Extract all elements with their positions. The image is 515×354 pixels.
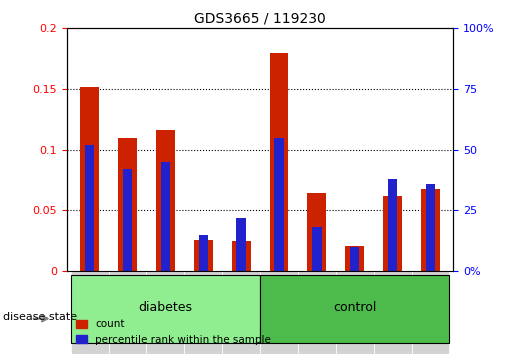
Text: disease state: disease state xyxy=(3,312,77,322)
FancyBboxPatch shape xyxy=(411,271,450,354)
Bar xyxy=(426,184,435,271)
Bar xyxy=(388,179,398,271)
Bar xyxy=(350,247,359,271)
FancyBboxPatch shape xyxy=(260,271,298,354)
Bar xyxy=(345,246,364,271)
Text: GSM412613: GSM412613 xyxy=(123,276,132,331)
FancyBboxPatch shape xyxy=(184,271,222,354)
Bar xyxy=(123,169,132,271)
FancyBboxPatch shape xyxy=(336,271,374,354)
Bar xyxy=(199,235,208,271)
Bar xyxy=(161,162,170,271)
Text: GSM412611: GSM412611 xyxy=(426,276,435,331)
FancyBboxPatch shape xyxy=(374,271,411,354)
Title: GDS3665 / 119230: GDS3665 / 119230 xyxy=(194,12,326,26)
Text: GSM412607: GSM412607 xyxy=(274,276,284,331)
Bar xyxy=(156,130,175,271)
Bar xyxy=(383,196,402,271)
Text: diabetes: diabetes xyxy=(139,301,193,314)
Text: GSM412609: GSM412609 xyxy=(350,276,359,331)
FancyBboxPatch shape xyxy=(109,271,146,354)
Text: control: control xyxy=(333,301,376,314)
Text: GSM412610: GSM412610 xyxy=(388,276,397,331)
Bar xyxy=(85,145,94,271)
Bar xyxy=(194,240,213,271)
Bar xyxy=(118,138,137,271)
FancyBboxPatch shape xyxy=(222,271,260,354)
Text: GSM412616: GSM412616 xyxy=(236,276,246,331)
Text: GSM412612: GSM412612 xyxy=(85,276,94,331)
Text: GSM412614: GSM412614 xyxy=(161,276,170,331)
Bar xyxy=(274,138,284,271)
Bar xyxy=(80,87,99,271)
Bar xyxy=(307,193,327,271)
FancyBboxPatch shape xyxy=(298,271,336,354)
FancyBboxPatch shape xyxy=(260,275,450,343)
Bar xyxy=(421,189,440,271)
Legend: count, percentile rank within the sample: count, percentile rank within the sample xyxy=(72,315,275,349)
Bar xyxy=(269,53,288,271)
Bar xyxy=(236,218,246,271)
Text: GSM412615: GSM412615 xyxy=(199,276,208,331)
Bar xyxy=(312,227,321,271)
Text: GSM412608: GSM412608 xyxy=(313,276,321,331)
FancyBboxPatch shape xyxy=(71,275,260,343)
FancyBboxPatch shape xyxy=(71,271,109,354)
Bar xyxy=(232,241,251,271)
FancyBboxPatch shape xyxy=(146,271,184,354)
